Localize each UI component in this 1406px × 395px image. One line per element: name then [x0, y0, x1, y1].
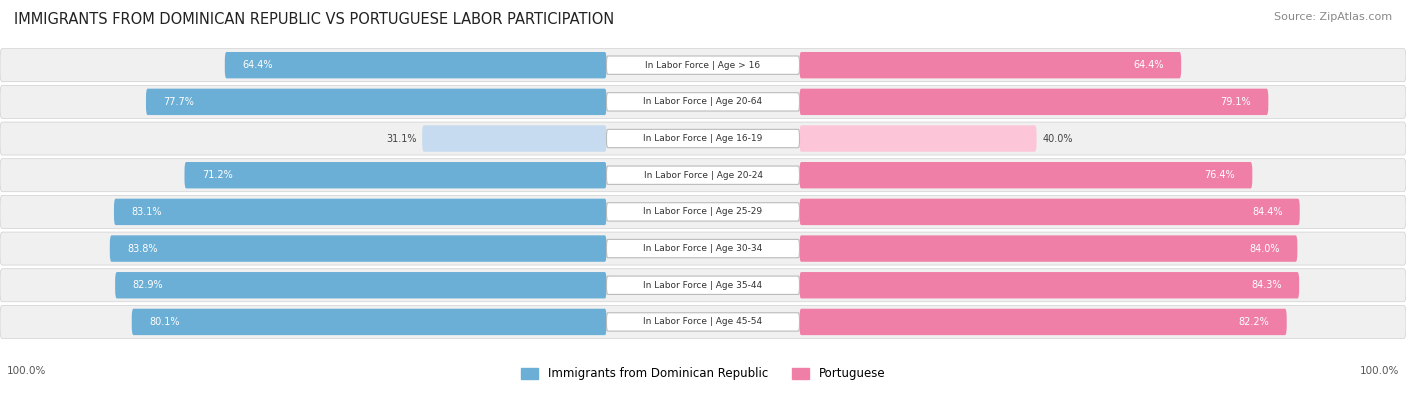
Text: 71.2%: 71.2% — [201, 170, 232, 180]
FancyBboxPatch shape — [606, 93, 800, 111]
Legend: Immigrants from Dominican Republic, Portuguese: Immigrants from Dominican Republic, Port… — [516, 363, 890, 385]
FancyBboxPatch shape — [422, 125, 606, 152]
Text: In Labor Force | Age 16-19: In Labor Force | Age 16-19 — [644, 134, 762, 143]
FancyBboxPatch shape — [110, 235, 606, 262]
Text: 83.1%: 83.1% — [131, 207, 162, 217]
Text: Source: ZipAtlas.com: Source: ZipAtlas.com — [1274, 12, 1392, 22]
Text: 76.4%: 76.4% — [1205, 170, 1234, 180]
FancyBboxPatch shape — [132, 309, 606, 335]
Text: 83.8%: 83.8% — [127, 244, 157, 254]
Text: 40.0%: 40.0% — [1042, 134, 1073, 143]
FancyBboxPatch shape — [0, 85, 1406, 118]
FancyBboxPatch shape — [0, 305, 1406, 339]
FancyBboxPatch shape — [800, 52, 1181, 78]
FancyBboxPatch shape — [800, 199, 1299, 225]
FancyBboxPatch shape — [0, 269, 1406, 302]
FancyBboxPatch shape — [606, 276, 800, 294]
FancyBboxPatch shape — [800, 309, 1286, 335]
FancyBboxPatch shape — [606, 203, 800, 221]
FancyBboxPatch shape — [0, 49, 1406, 82]
FancyBboxPatch shape — [0, 122, 1406, 155]
Text: 100.0%: 100.0% — [7, 366, 46, 376]
Text: In Labor Force | Age > 16: In Labor Force | Age > 16 — [645, 61, 761, 70]
FancyBboxPatch shape — [800, 235, 1298, 262]
Text: 84.4%: 84.4% — [1251, 207, 1282, 217]
Text: 64.4%: 64.4% — [242, 60, 273, 70]
FancyBboxPatch shape — [606, 130, 800, 148]
FancyBboxPatch shape — [0, 232, 1406, 265]
FancyBboxPatch shape — [0, 159, 1406, 192]
FancyBboxPatch shape — [114, 199, 606, 225]
FancyBboxPatch shape — [606, 313, 800, 331]
FancyBboxPatch shape — [800, 88, 1268, 115]
Text: In Labor Force | Age 25-29: In Labor Force | Age 25-29 — [644, 207, 762, 216]
FancyBboxPatch shape — [800, 125, 1036, 152]
Text: 82.9%: 82.9% — [132, 280, 163, 290]
FancyBboxPatch shape — [800, 162, 1253, 188]
FancyBboxPatch shape — [184, 162, 606, 188]
Text: In Labor Force | Age 20-64: In Labor Force | Age 20-64 — [644, 97, 762, 106]
FancyBboxPatch shape — [0, 196, 1406, 228]
Text: 31.1%: 31.1% — [387, 134, 416, 143]
Text: 82.2%: 82.2% — [1239, 317, 1270, 327]
Text: 100.0%: 100.0% — [1360, 366, 1399, 376]
Text: 84.3%: 84.3% — [1251, 280, 1282, 290]
Text: In Labor Force | Age 30-34: In Labor Force | Age 30-34 — [644, 244, 762, 253]
Text: In Labor Force | Age 45-54: In Labor Force | Age 45-54 — [644, 318, 762, 326]
FancyBboxPatch shape — [225, 52, 606, 78]
Text: In Labor Force | Age 20-24: In Labor Force | Age 20-24 — [644, 171, 762, 180]
Text: 84.0%: 84.0% — [1250, 244, 1279, 254]
FancyBboxPatch shape — [606, 239, 800, 258]
FancyBboxPatch shape — [800, 272, 1299, 299]
Text: In Labor Force | Age 35-44: In Labor Force | Age 35-44 — [644, 281, 762, 290]
FancyBboxPatch shape — [606, 166, 800, 184]
Text: IMMIGRANTS FROM DOMINICAN REPUBLIC VS PORTUGUESE LABOR PARTICIPATION: IMMIGRANTS FROM DOMINICAN REPUBLIC VS PO… — [14, 12, 614, 27]
Text: 79.1%: 79.1% — [1220, 97, 1251, 107]
FancyBboxPatch shape — [115, 272, 606, 299]
Text: 77.7%: 77.7% — [163, 97, 194, 107]
FancyBboxPatch shape — [606, 56, 800, 74]
FancyBboxPatch shape — [146, 88, 606, 115]
Text: 64.4%: 64.4% — [1133, 60, 1164, 70]
Text: 80.1%: 80.1% — [149, 317, 180, 327]
